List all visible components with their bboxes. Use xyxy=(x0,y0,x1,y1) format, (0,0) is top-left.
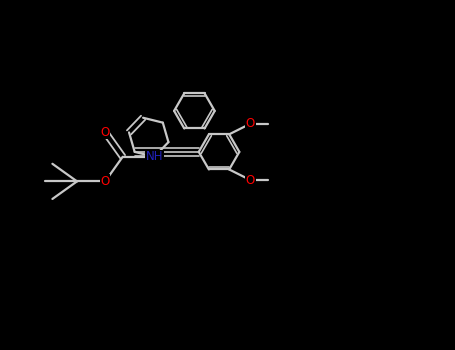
Text: O: O xyxy=(246,174,255,187)
Text: NH: NH xyxy=(146,150,163,163)
Text: O: O xyxy=(101,175,110,188)
Text: O: O xyxy=(246,117,255,130)
Text: O: O xyxy=(101,126,110,139)
